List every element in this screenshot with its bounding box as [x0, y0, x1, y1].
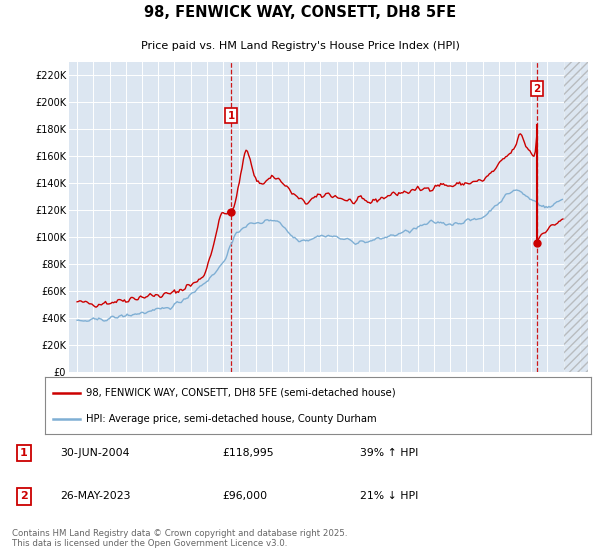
Text: 98, FENWICK WAY, CONSETT, DH8 5FE: 98, FENWICK WAY, CONSETT, DH8 5FE — [144, 6, 456, 20]
Text: 39% ↑ HPI: 39% ↑ HPI — [360, 449, 418, 458]
Text: 1: 1 — [20, 449, 28, 458]
Text: 2: 2 — [20, 492, 28, 501]
Text: £96,000: £96,000 — [222, 492, 267, 501]
Text: 2: 2 — [533, 83, 541, 94]
Text: Contains HM Land Registry data © Crown copyright and database right 2025.
This d: Contains HM Land Registry data © Crown c… — [12, 529, 347, 548]
Text: HPI: Average price, semi-detached house, County Durham: HPI: Average price, semi-detached house,… — [86, 414, 377, 424]
Text: 98, FENWICK WAY, CONSETT, DH8 5FE (semi-detached house): 98, FENWICK WAY, CONSETT, DH8 5FE (semi-… — [86, 388, 395, 398]
Text: 21% ↓ HPI: 21% ↓ HPI — [360, 492, 418, 501]
Text: 30-JUN-2004: 30-JUN-2004 — [60, 449, 130, 458]
Text: 1: 1 — [227, 111, 235, 120]
Bar — [563, 62, 588, 372]
Text: £118,995: £118,995 — [222, 449, 274, 458]
Text: Price paid vs. HM Land Registry's House Price Index (HPI): Price paid vs. HM Land Registry's House … — [140, 41, 460, 51]
Text: 26-MAY-2023: 26-MAY-2023 — [60, 492, 131, 501]
